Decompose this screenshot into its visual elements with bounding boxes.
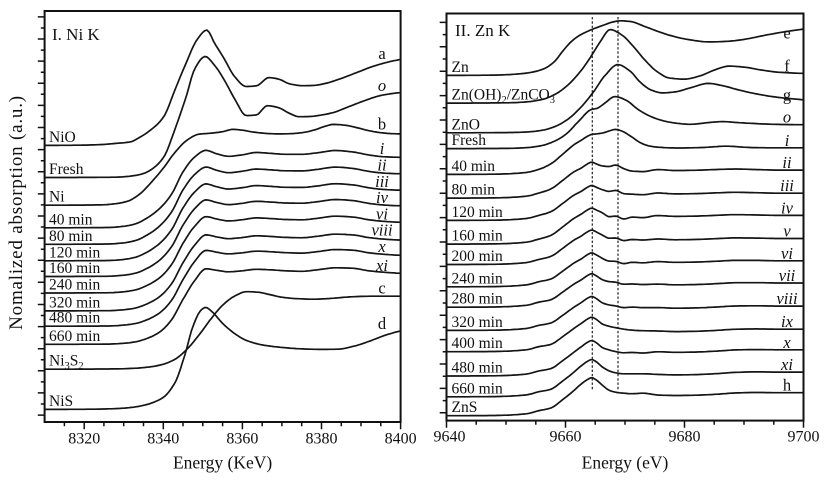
svg-text:Ni: Ni [49, 189, 65, 206]
svg-text:i: i [785, 131, 790, 150]
svg-text:I. Ni K: I. Ni K [52, 25, 100, 44]
svg-text:9700: 9700 [788, 429, 820, 446]
svg-text:8360: 8360 [226, 431, 258, 448]
svg-text:viii: viii [776, 289, 797, 308]
svg-text:8400: 8400 [385, 431, 417, 448]
svg-text:660 min: 660 min [49, 328, 100, 345]
svg-text:Zn: Zn [452, 59, 469, 76]
svg-text:o: o [783, 108, 791, 127]
svg-text:Zn(OH)2/ZnCO3: Zn(OH)2/ZnCO3 [452, 87, 556, 107]
svg-text:ii: ii [377, 156, 387, 175]
svg-text:Fresh: Fresh [49, 161, 84, 178]
svg-text:iv: iv [376, 188, 389, 207]
svg-text:g: g [783, 85, 791, 104]
svg-text:d: d [378, 314, 387, 333]
svg-text:320 min: 320 min [49, 294, 100, 311]
svg-text:o: o [378, 76, 386, 95]
svg-text:e: e [783, 24, 790, 43]
svg-text:8380: 8380 [306, 431, 338, 448]
svg-text:i: i [380, 139, 385, 158]
svg-text:Fresh: Fresh [452, 132, 487, 149]
svg-text:240 min: 240 min [49, 277, 100, 294]
svg-text:NiO: NiO [49, 129, 76, 146]
svg-text:9660: 9660 [550, 429, 582, 446]
svg-text:vi: vi [376, 204, 388, 223]
svg-text:80 min: 80 min [452, 182, 496, 199]
svg-text:Energy (eV): Energy (eV) [582, 453, 669, 473]
svg-text:a: a [378, 44, 386, 63]
svg-text:f: f [784, 57, 790, 76]
svg-text:120 min: 120 min [49, 244, 100, 261]
svg-text:280 min: 280 min [452, 291, 503, 308]
svg-text:40 min: 40 min [452, 158, 496, 175]
svg-text:8320: 8320 [68, 431, 100, 448]
svg-text:320 min: 320 min [452, 314, 503, 331]
svg-text:viii: viii [371, 221, 392, 240]
svg-text:x: x [782, 333, 791, 352]
svg-text:NiS: NiS [49, 393, 73, 410]
svg-text:Nomalized absorption (a.u.): Nomalized absorption (a.u.) [6, 95, 27, 330]
svg-text:160 min: 160 min [452, 228, 503, 245]
svg-text:b: b [378, 114, 386, 133]
svg-text:ix: ix [781, 312, 794, 331]
svg-text:9680: 9680 [669, 429, 701, 446]
svg-text:ZnO: ZnO [452, 116, 480, 133]
svg-text:vii: vii [779, 266, 796, 285]
svg-text:xi: xi [375, 256, 388, 275]
svg-text:160 min: 160 min [49, 260, 100, 277]
svg-text:vi: vi [781, 244, 793, 263]
svg-text:Ni3S2: Ni3S2 [49, 353, 84, 373]
svg-text:Energy (KeV): Energy (KeV) [173, 453, 272, 473]
svg-text:8340: 8340 [147, 431, 179, 448]
svg-text:480 min: 480 min [452, 360, 503, 377]
svg-text:ZnS: ZnS [452, 399, 478, 416]
svg-text:660 min: 660 min [452, 380, 503, 397]
svg-text:iii: iii [375, 172, 389, 191]
svg-text:h: h [783, 376, 792, 395]
svg-text:120 min: 120 min [452, 204, 503, 221]
svg-text:x: x [377, 237, 386, 256]
svg-text:40 min: 40 min [49, 211, 93, 228]
svg-text:iii: iii [780, 176, 794, 195]
svg-text:80 min: 80 min [49, 228, 93, 245]
svg-text:400 min: 400 min [452, 335, 503, 352]
svg-text:iv: iv [781, 198, 794, 217]
svg-text:xi: xi [780, 355, 793, 374]
svg-text:II. Zn K: II. Zn K [455, 21, 511, 40]
svg-text:ii: ii [782, 153, 792, 172]
svg-text:c: c [378, 279, 385, 298]
svg-text:v: v [783, 222, 791, 241]
svg-text:480 min: 480 min [49, 310, 100, 327]
svg-text:240 min: 240 min [452, 270, 503, 287]
svg-text:9640: 9640 [434, 429, 466, 446]
svg-text:200 min: 200 min [452, 248, 503, 265]
